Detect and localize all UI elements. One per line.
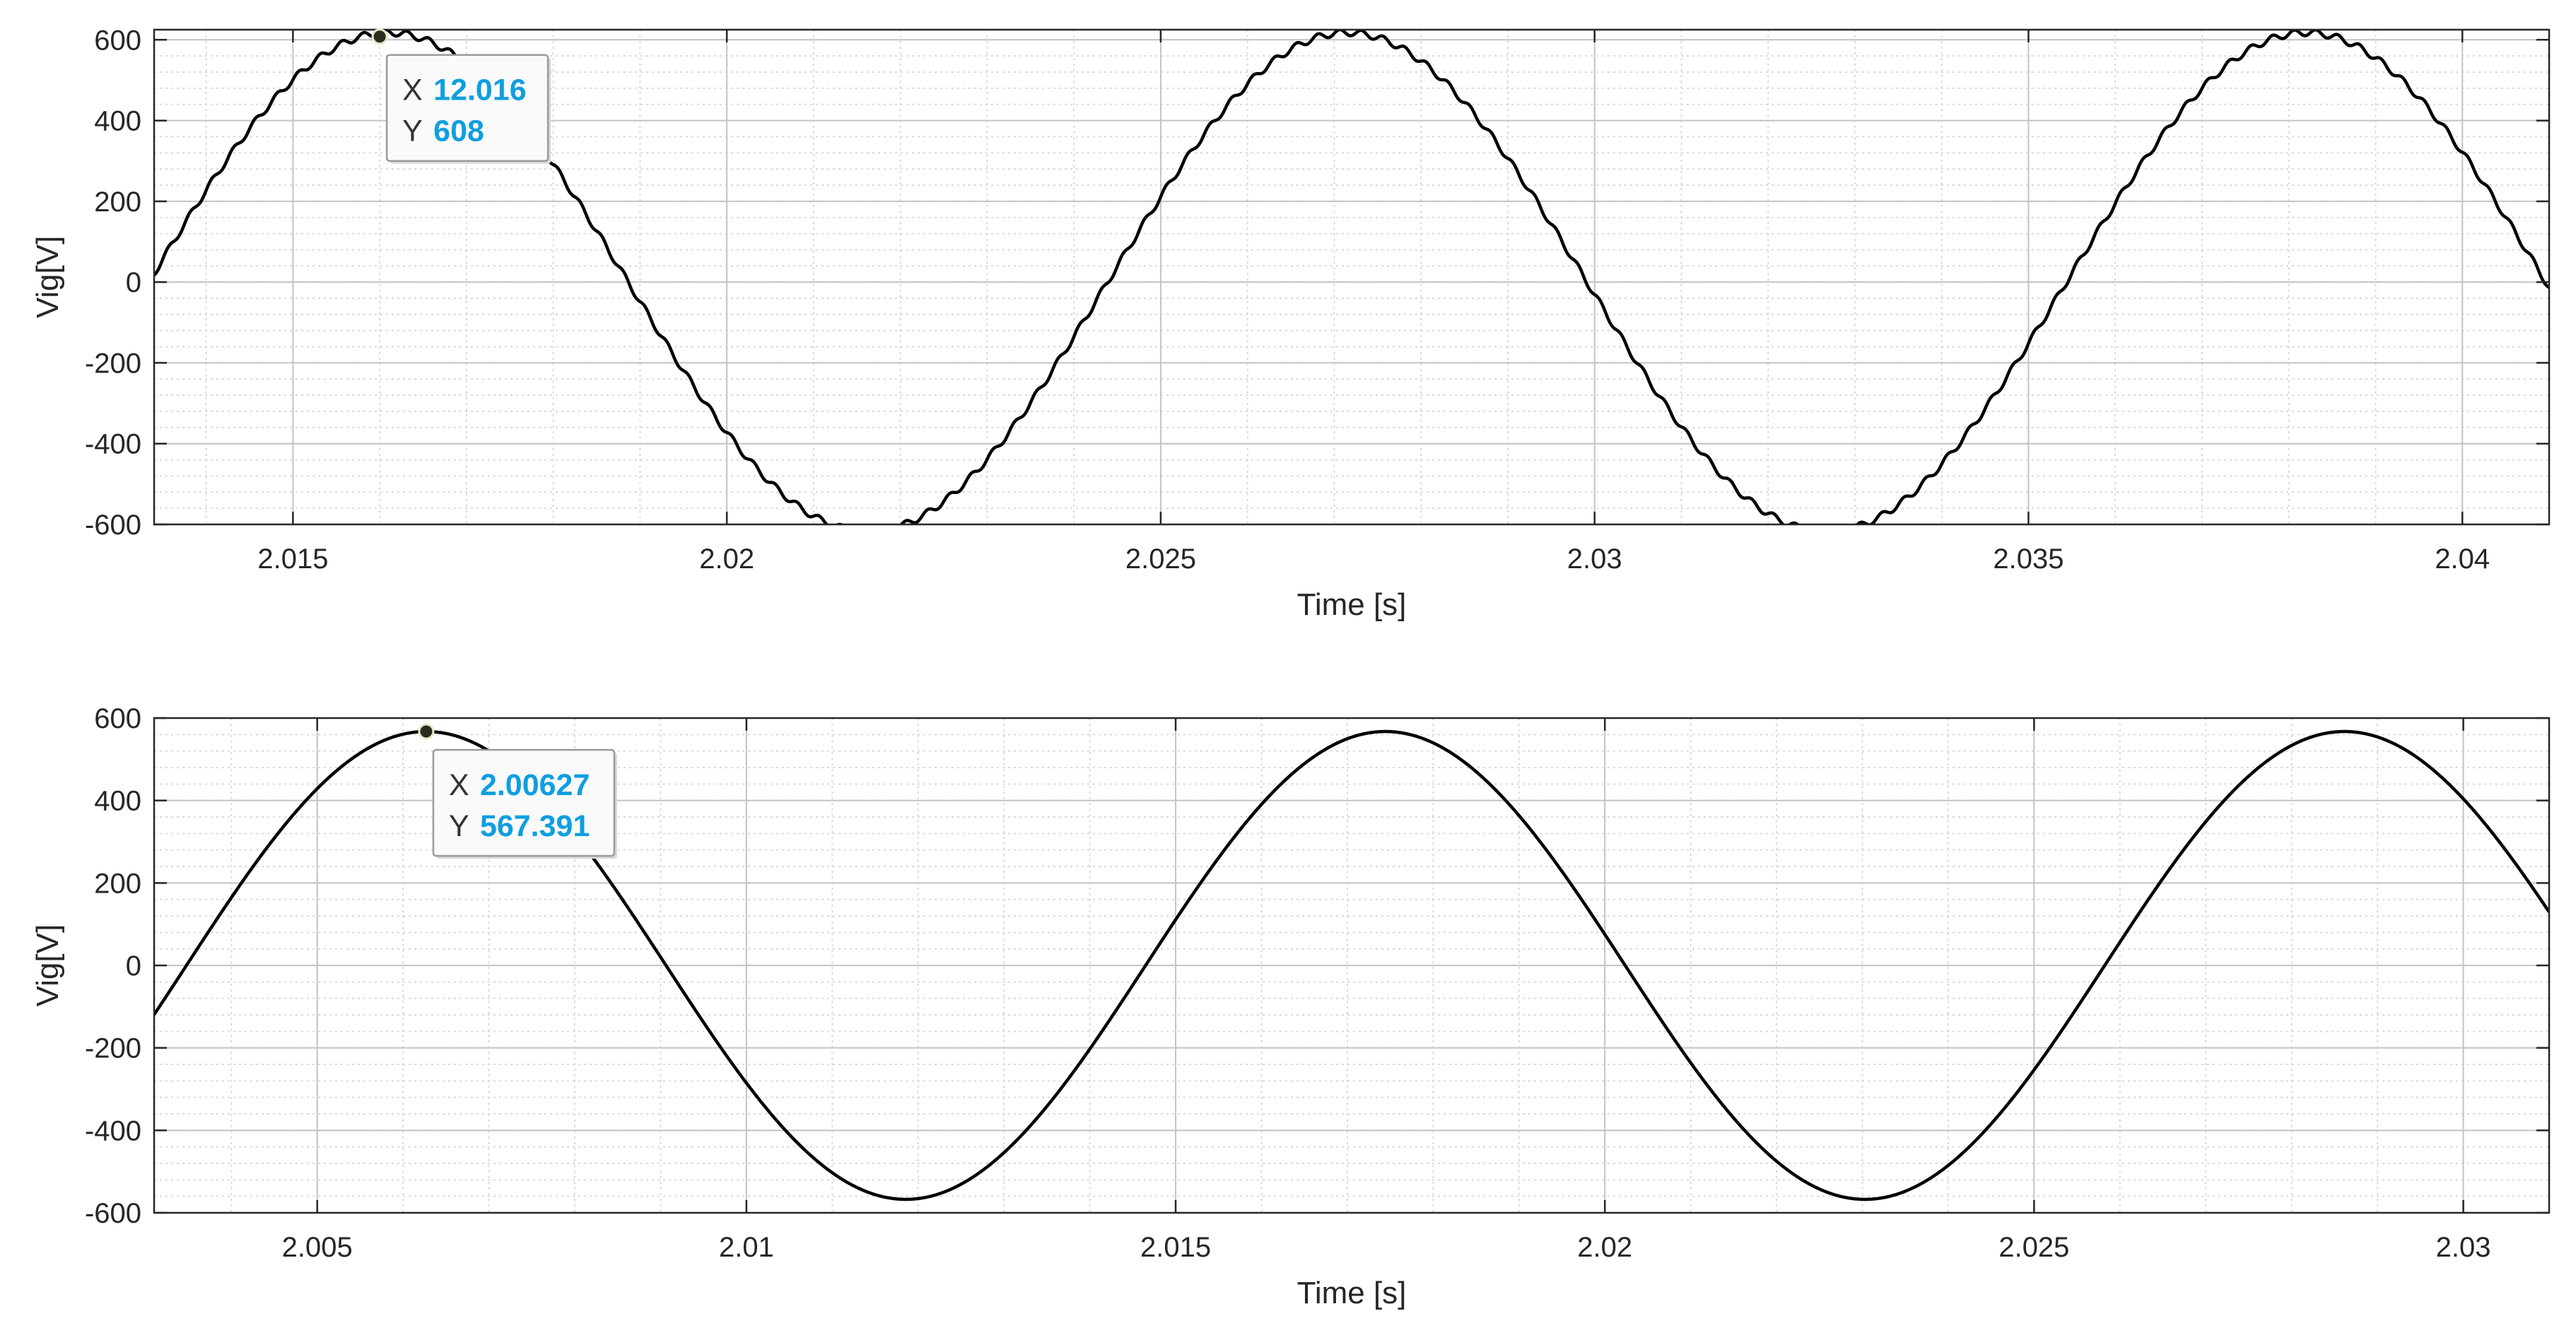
y-tick-label: -400 (85, 429, 141, 460)
tick-marks (154, 717, 2549, 1214)
chart-panel-2: 2.005 2.01 2.015 2.02 2.025 2.03 -600 -400 -200 0… (30, 703, 2551, 1310)
y-tick-label: -600 (85, 510, 141, 541)
data-tip-y-key: Y (402, 114, 423, 148)
x-tick-label: 2.015 (1140, 1232, 1211, 1263)
x-tick-label: 2.035 (1993, 543, 2063, 575)
axes-frame (153, 28, 2551, 526)
y-tick-label: -200 (85, 348, 141, 379)
y-tick-label: 200 (94, 187, 141, 218)
y-tick-label: -200 (85, 1033, 141, 1064)
y-tick-label: 0 (126, 267, 141, 298)
y-tick-label: 600 (94, 703, 141, 734)
x-tick-label: 2.01 (719, 1232, 774, 1263)
data-tip-x-value: 12.016 (433, 74, 527, 107)
x-tick-label: 2.03 (1567, 543, 1622, 575)
y-tick-label: 200 (94, 868, 141, 899)
data-tip-y-value: 567.391 (480, 809, 590, 843)
x-axis-label: Time [s] (1297, 1276, 1407, 1310)
data-tip-box (432, 748, 616, 857)
plot-area (154, 30, 2549, 524)
data-tip-x-key: X (402, 74, 423, 107)
data-tip-box (385, 54, 549, 162)
data-tip-y-key: Y (449, 809, 469, 843)
x-tick-label: 2.03 (2436, 1232, 2491, 1263)
y-tick-label: 400 (94, 786, 141, 817)
y-tick-label: -600 (85, 1198, 141, 1229)
x-tick-label: 2.025 (1125, 543, 1196, 575)
y-axis-label: Vig[V] (30, 236, 65, 319)
x-tick-label: 2.025 (1998, 1232, 2069, 1263)
y-tick-label: -400 (85, 1115, 141, 1146)
data-tip-x-value: 2.00627 (480, 768, 590, 802)
data-tip-marker[interactable] (371, 28, 388, 45)
y-tick-label: 0 (126, 951, 141, 982)
series-line (154, 30, 2549, 524)
x-tick-label: 2.005 (282, 1232, 353, 1263)
y-tick-label: 600 (94, 25, 141, 56)
x-tick-label: 2.02 (1577, 1232, 1632, 1263)
y-tick-label: 400 (94, 106, 141, 137)
data-tip-x-key: X (449, 768, 469, 802)
data-tip[interactable]: X 12.016 Y 608 (371, 28, 551, 164)
tick-marks (154, 30, 2549, 526)
x-tick-label: 2.015 (257, 543, 328, 575)
x-tick-label: 2.04 (2435, 543, 2490, 575)
x-axis-label: Time [s] (1297, 587, 1407, 622)
chart-panel-1: 2.015 2.02 2.025 2.03 2.035 2.04 -600 -400 -200 0… (30, 25, 2551, 622)
data-tip-marker[interactable] (418, 723, 435, 740)
x-tick-label: 2.02 (699, 543, 754, 575)
y-axis-label: Vig[V] (30, 924, 65, 1007)
data-tip-y-value: 608 (433, 114, 484, 148)
data-tip[interactable]: X 2.00627 Y 567.391 (418, 723, 617, 859)
